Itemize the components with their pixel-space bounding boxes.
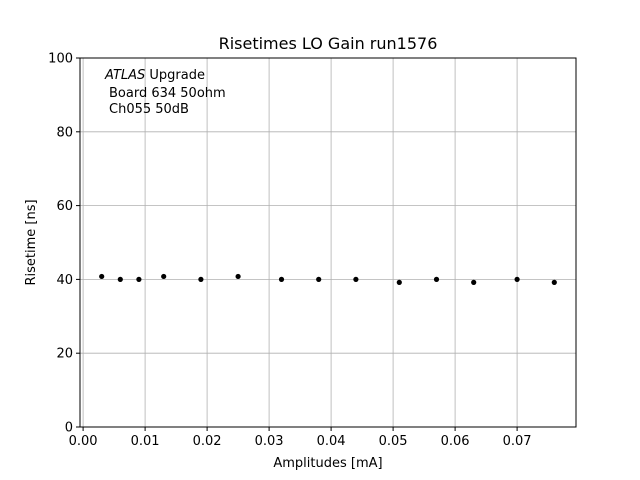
data-point xyxy=(198,276,204,282)
y-tick-label: 40 xyxy=(56,273,73,288)
data-point xyxy=(117,276,123,282)
x-tick-label: 0.01 xyxy=(131,434,160,449)
y-tick-label: 0 xyxy=(65,421,73,436)
data-point xyxy=(433,276,440,282)
atlas-upgrade-label: ATLAS Upgrade xyxy=(104,68,205,83)
y-axis-ticks: 0 20 40 60 80 100 xyxy=(48,52,80,436)
x-tick-label: 0.06 xyxy=(441,434,470,449)
data-point xyxy=(316,276,322,282)
x-axis-label: Amplitudes [mA] xyxy=(273,456,382,471)
data-points xyxy=(99,273,557,285)
data-point xyxy=(161,273,167,280)
upgrade-label: Upgrade xyxy=(145,68,205,83)
y-tick-label: 100 xyxy=(48,52,73,67)
chart-title: Risetimes LO Gain run1576 xyxy=(219,34,438,53)
x-tick-label: 0.00 xyxy=(69,434,98,449)
y-tick-label: 80 xyxy=(56,125,73,140)
data-point xyxy=(235,273,241,280)
data-point xyxy=(136,276,142,282)
data-point xyxy=(551,279,557,285)
plot-frame xyxy=(79,57,577,428)
x-tick-label: 0.07 xyxy=(503,434,532,449)
data-point xyxy=(278,276,285,282)
data-point xyxy=(353,276,359,282)
y-tick-label: 20 xyxy=(56,347,73,362)
board-label: Board 634 50ohm xyxy=(109,86,226,101)
x-tick-label: 0.05 xyxy=(379,434,408,449)
x-tick-label: 0.03 xyxy=(255,434,284,449)
x-tick-label: 0.02 xyxy=(193,434,222,449)
data-point xyxy=(471,279,477,285)
x-tick-label: 0.04 xyxy=(317,434,346,449)
channel-label: Ch055 50dB xyxy=(109,102,189,117)
atlas-label: ATLAS xyxy=(104,68,145,83)
data-point xyxy=(514,276,520,282)
data-point xyxy=(396,279,402,285)
x-axis-ticks: 0.00 0.01 0.02 0.03 0.04 0.05 0.06 0.07 xyxy=(69,427,532,449)
y-axis-label: Risetime [ns] xyxy=(24,199,39,285)
data-point xyxy=(99,273,105,280)
y-tick-label: 60 xyxy=(56,199,73,214)
